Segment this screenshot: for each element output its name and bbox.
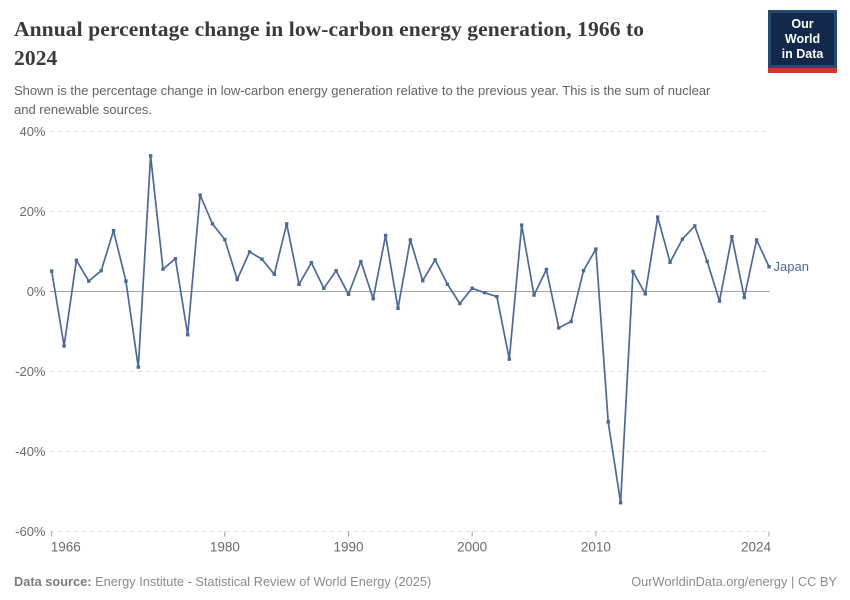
data-point[interactable] [717,299,722,303]
page-title: Annual percentage change in low-carbon e… [14,15,760,73]
y-tick-label: -40% [15,444,46,459]
data-point[interactable] [198,193,202,197]
data-point[interactable] [99,269,103,273]
data-point[interactable] [396,306,400,310]
x-tick-label: 1980 [210,540,240,555]
data-point[interactable] [223,237,227,242]
owid-logo-line-2: in Data [781,47,824,61]
y-axis-labels: 40% 20% 0% -20% -40% -60% [15,124,46,539]
x-tick-label: 1966 [51,540,81,555]
data-point[interactable] [581,269,586,273]
credit-link[interactable]: OurWorldinData.org/energy | CC BY [631,574,837,589]
chart-footer: Data source: Energy Institute - Statisti… [14,574,837,589]
data-point[interactable] [433,258,437,262]
data-point[interactable] [618,501,623,505]
data-point[interactable] [742,295,746,300]
data-point[interactable] [383,233,388,238]
chart-subtitle: Shown is the percentage change in low-ca… [14,82,836,120]
japan-line[interactable] [50,155,770,504]
data-point[interactable] [111,229,116,233]
owid-logo-line-1: Our World [784,17,821,46]
data-point[interactable] [730,235,734,239]
data-point[interactable] [309,261,314,265]
data-point[interactable] [631,269,635,274]
title-line-2: 2024 [14,46,58,71]
data-point[interactable] [606,420,610,424]
data-point[interactable] [594,247,598,251]
data-point[interactable] [247,250,252,254]
data-point[interactable] [495,295,499,299]
x-tick-label: 2000 [457,540,487,555]
y-tick-label: 40% [19,124,45,139]
data-point[interactable] [50,269,54,273]
data-point[interactable] [284,222,289,226]
data-point[interactable] [210,222,215,226]
data-point[interactable] [62,344,66,348]
data-point[interactable] [186,333,190,337]
y-tick-label: 20% [19,204,45,219]
data-point[interactable] [124,279,128,283]
data-source-label: Data source: [14,574,92,589]
owid-logo-red-bar [768,68,837,73]
data-point[interactable] [643,292,648,296]
series-points-japan[interactable] [50,154,771,505]
data-point[interactable] [148,154,153,158]
data-point[interactable] [445,282,450,286]
data-point[interactable] [334,269,338,273]
y-tick-label: -20% [15,364,46,379]
owid-logo[interactable]: Our World in Data [768,10,837,73]
x-tick-label: 1990 [333,540,363,555]
data-point[interactable] [421,279,425,283]
data-point[interactable] [532,293,536,297]
data-point[interactable] [359,259,363,264]
series-line-japan[interactable] [50,155,770,504]
data-point[interactable] [569,319,573,324]
series-end-label[interactable]: Japan [774,259,809,274]
line-chart[interactable]: 40% 20% 0% -20% -40% -60% 1966 1980 1990 2000 2010… [0,0,850,565]
data-point[interactable] [346,292,351,296]
data-point[interactable] [87,279,91,283]
x-tick-label: 2010 [581,540,611,555]
data-point[interactable] [322,286,326,290]
data-source-note: Data source: Energy Institute - Statisti… [14,574,431,589]
data-point[interactable] [482,291,487,295]
data-point[interactable] [235,277,239,282]
data-point[interactable] [173,257,178,261]
y-gridlines [50,131,770,532]
owid-logo-text: Our World in Data [768,10,837,68]
data-point[interactable] [458,301,462,306]
data-point[interactable] [297,282,301,286]
y-tick-label: 0% [27,284,46,299]
title-line-1: Annual percentage change in low-carbon e… [14,17,645,41]
y-tick-label: -60% [15,524,46,539]
data-point[interactable] [260,257,264,261]
data-point[interactable] [754,238,759,242]
data-point[interactable] [408,238,413,242]
x-axis: 1966 1980 1990 2000 2010 2024 [51,531,772,555]
data-source-text: Energy Institute - Statistical Review of… [95,574,432,589]
data-point[interactable] [272,272,277,276]
data-point[interactable] [371,297,375,301]
subtitle-line-1: Shown is the percentage change in low-ca… [14,83,711,99]
data-point[interactable] [507,357,511,361]
chart-header: Annual percentage change in low-carbon e… [0,0,850,120]
data-point[interactable] [668,260,672,264]
x-tick-label: 2024 [741,540,772,555]
data-point[interactable] [470,286,474,290]
data-point[interactable] [557,326,561,330]
data-point[interactable] [544,267,549,272]
data-point[interactable] [705,259,709,264]
data-point[interactable] [655,215,660,219]
subtitle-line-2: and renewable sources. [14,101,153,117]
data-point[interactable] [136,365,140,369]
data-point[interactable] [693,224,697,228]
data-point[interactable] [161,267,165,271]
data-point[interactable] [680,237,685,241]
data-point[interactable] [519,223,524,227]
data-point[interactable] [74,258,79,262]
data-point[interactable] [767,265,771,269]
